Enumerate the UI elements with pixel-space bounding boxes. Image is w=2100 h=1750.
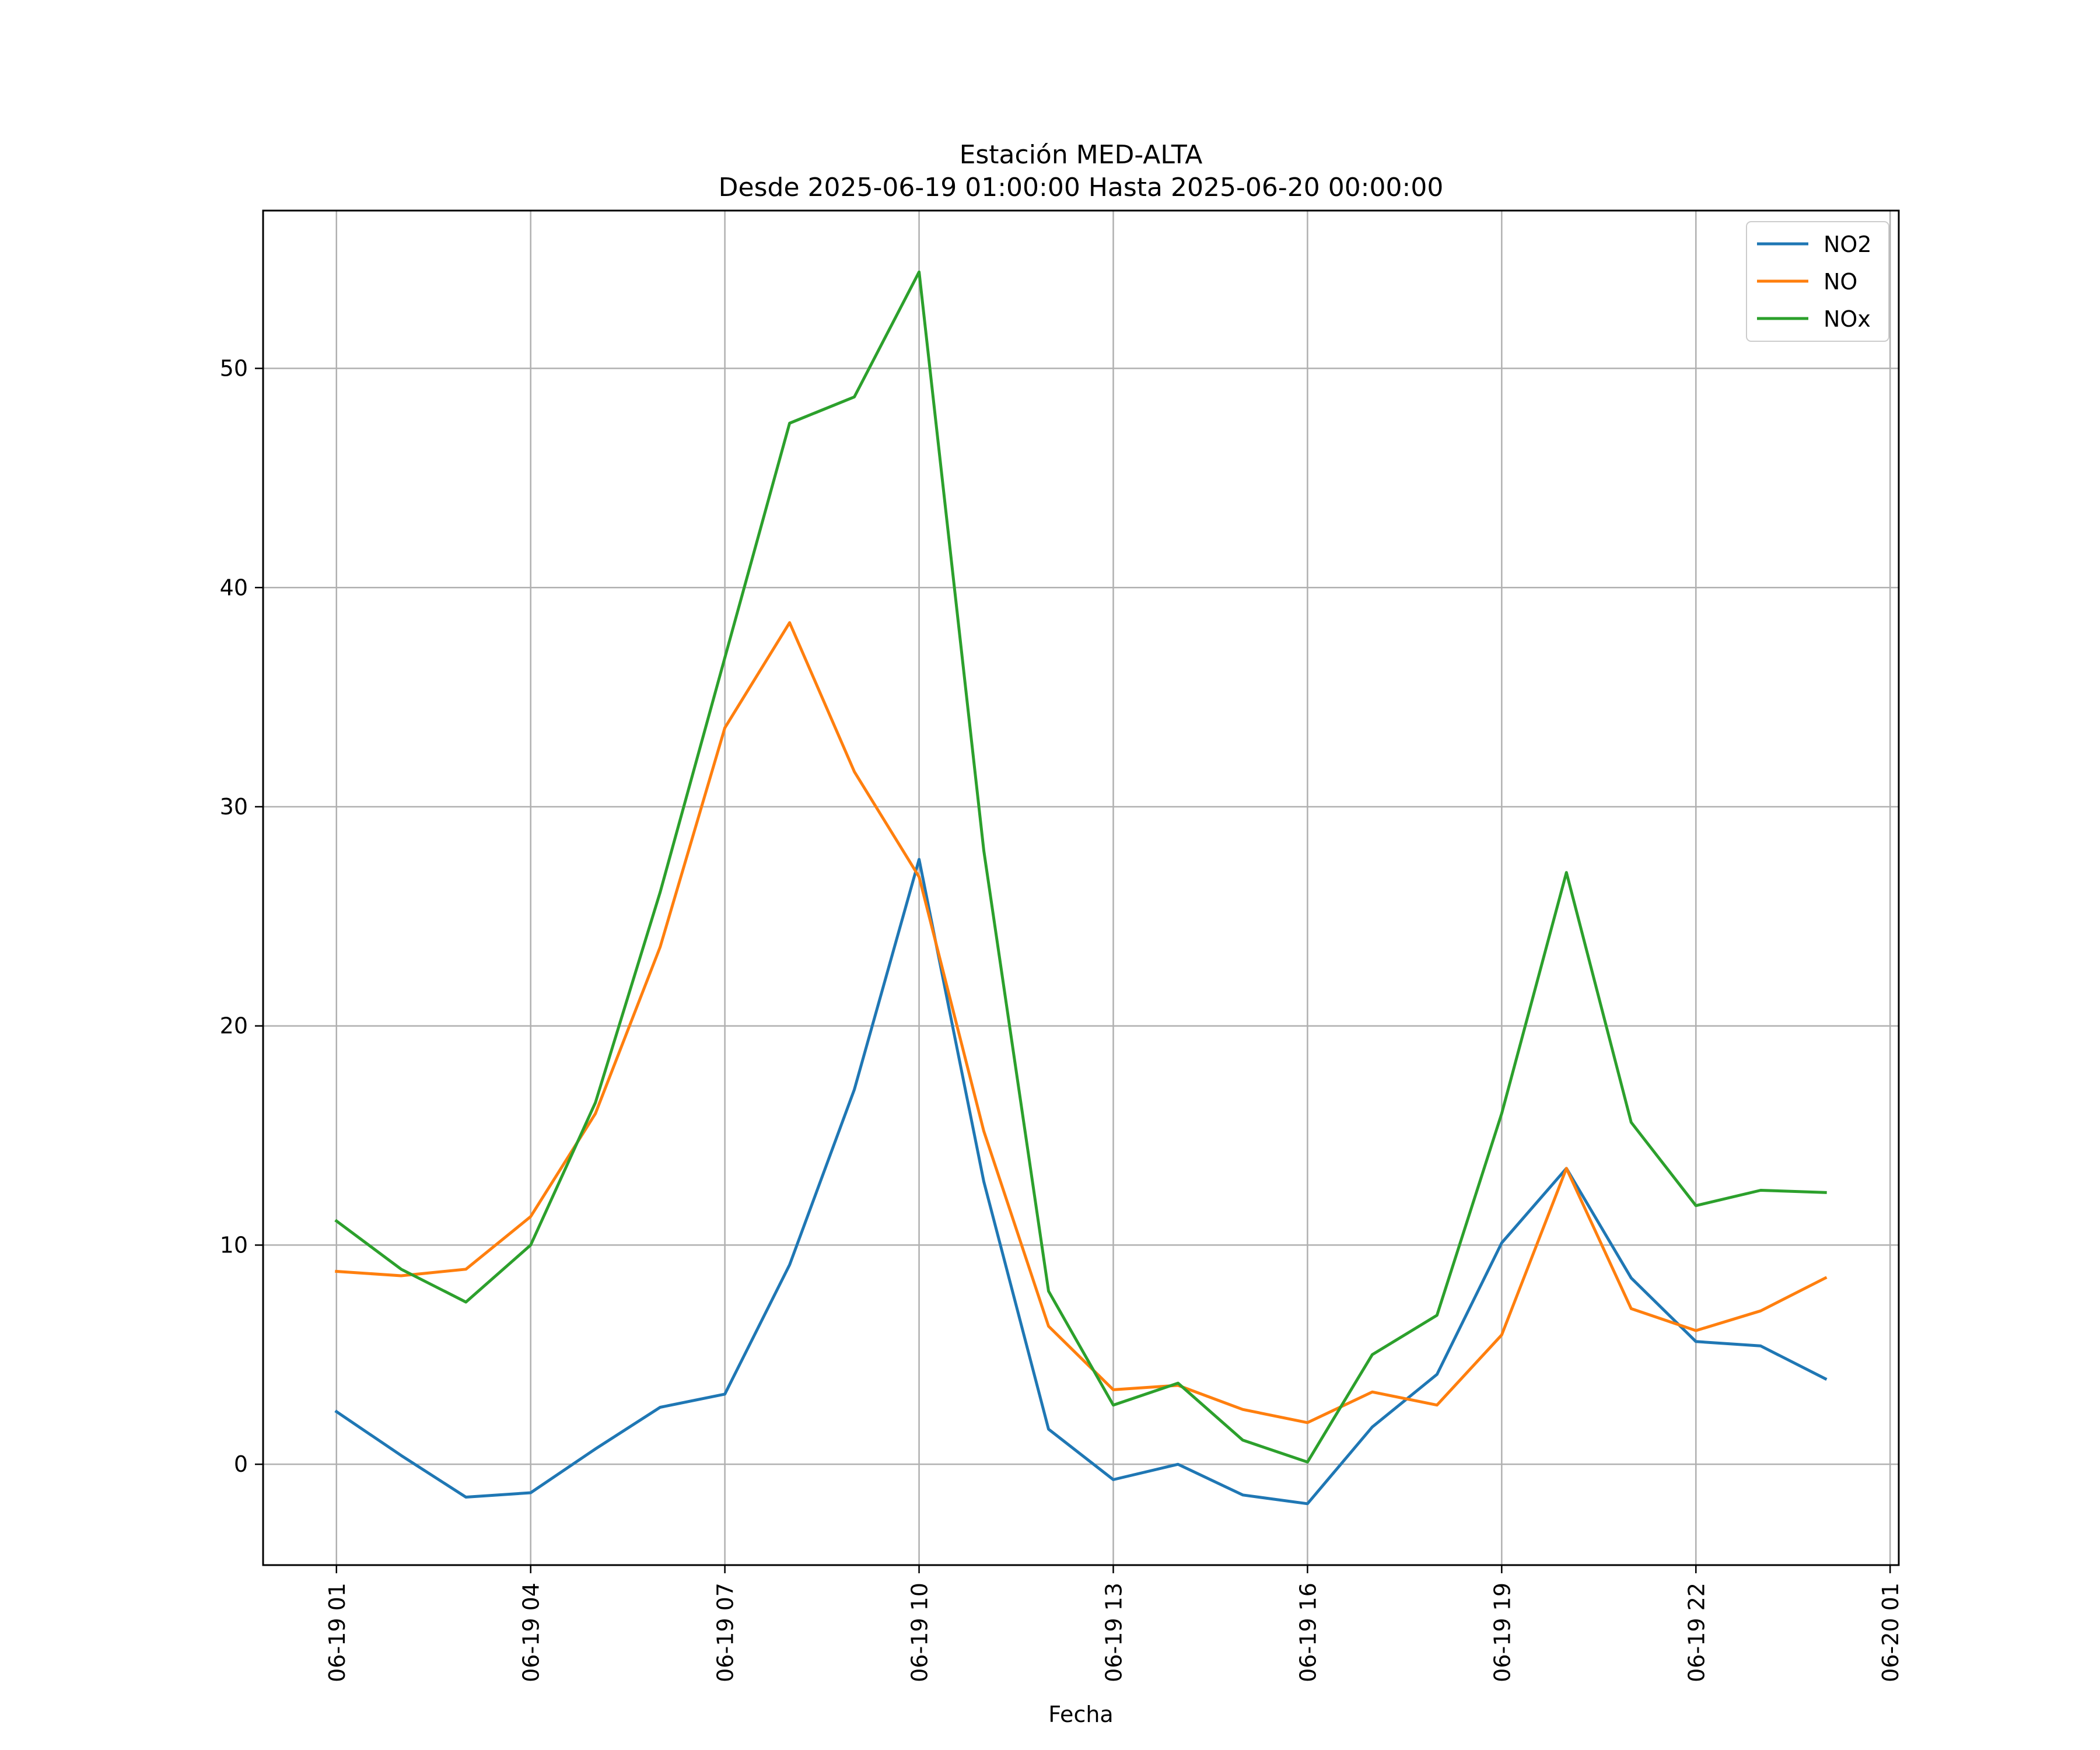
x-tick-label: 06-19 16 <box>1295 1583 1321 1682</box>
legend-label-no: NO <box>1824 269 1857 295</box>
y-tick-label: 50 <box>220 356 248 382</box>
y-tick-label: 20 <box>220 1013 248 1039</box>
legend: NO2 NO NOx <box>1746 221 1889 342</box>
x-tick-label: 06-20 01 <box>1878 1583 1903 1682</box>
y-tick-label: 30 <box>220 794 248 820</box>
x-tick-label: 06-19 01 <box>324 1583 350 1682</box>
x-axis: 06-19 01 06-19 04 06-19 07 06-19 10 06-19 13… <box>324 1565 1903 1682</box>
grid-layer <box>263 211 1899 1565</box>
series-line-no <box>335 621 1828 1424</box>
series-line-nox <box>334 270 1827 1464</box>
legend-label-no2: NO2 <box>1824 232 1872 257</box>
x-tick-label: 06-19 04 <box>519 1583 544 1682</box>
chart-subtitle: Desde 2025-06-19 01:00:00 Hasta 2025-06-… <box>719 173 1444 202</box>
plot-frame <box>262 209 1900 1566</box>
x-axis-label: Fecha <box>1048 1702 1113 1727</box>
x-tick-label: 06-19 07 <box>713 1583 738 1682</box>
series-layer <box>334 270 1828 1506</box>
legend-box <box>1746 221 1889 342</box>
series-line-no2 <box>334 858 1828 1506</box>
chart-title: Estación MED-ALTA <box>960 140 1203 170</box>
y-tick-label: 10 <box>220 1232 248 1258</box>
y-tick-label: 0 <box>234 1451 248 1477</box>
y-axis: 0 10 20 30 40 50 <box>220 356 263 1477</box>
x-tick-label: 06-19 22 <box>1684 1583 1709 1682</box>
x-tick-label: 06-19 19 <box>1489 1583 1515 1682</box>
x-tick-label: 06-19 13 <box>1101 1583 1126 1682</box>
legend-label-nox: NOx <box>1824 306 1871 332</box>
y-tick-label: 40 <box>220 575 248 600</box>
x-tick-label: 06-19 10 <box>907 1583 933 1682</box>
legend-items: NO2 NO NOx <box>1757 232 1872 332</box>
